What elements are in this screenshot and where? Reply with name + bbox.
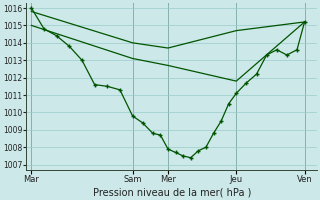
X-axis label: Pression niveau de la mer( hPa ): Pression niveau de la mer( hPa ) bbox=[92, 187, 251, 197]
